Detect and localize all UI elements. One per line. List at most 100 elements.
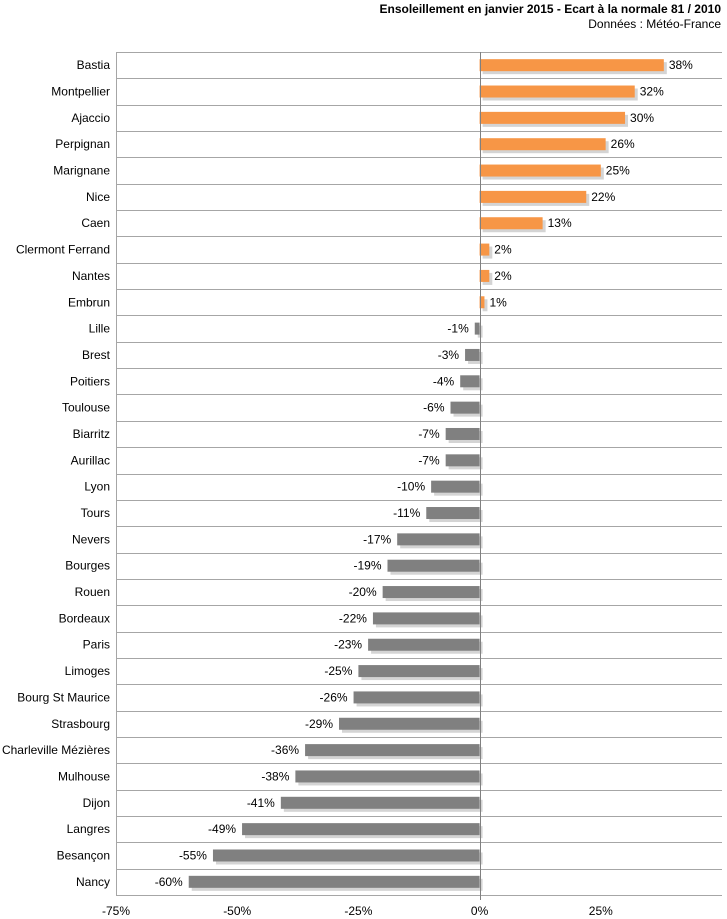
chart-header: Ensoleillement en janvier 2015 - Ecart à…: [379, 2, 721, 32]
category-label: Lille: [89, 322, 111, 336]
bar-brest: [465, 348, 480, 361]
value-label: 22%: [591, 190, 615, 204]
category-label: Caen: [81, 216, 110, 230]
bars-layer: [188, 59, 667, 891]
bar-toulouse: [450, 401, 480, 414]
bar-paris: [368, 638, 480, 651]
value-label: -23%: [334, 638, 362, 652]
bar-marignane: [479, 164, 601, 177]
category-label: Clermont Ferrand: [16, 243, 110, 257]
value-label: -3%: [438, 348, 460, 362]
bar-limoges: [358, 665, 480, 678]
category-label: Bastia: [77, 58, 111, 72]
category-label: Rouen: [75, 585, 110, 599]
bar-bourges: [387, 559, 480, 572]
bar-langres: [242, 823, 480, 836]
category-label: Nevers: [72, 532, 110, 546]
value-label: -4%: [433, 374, 455, 388]
bar-nantes: [479, 269, 490, 282]
x-tick-label: -50%: [223, 904, 251, 918]
bar-bordeaux: [372, 612, 480, 625]
bar-lille: [474, 322, 480, 335]
value-label: -29%: [305, 717, 333, 731]
value-label: -41%: [247, 796, 275, 810]
category-label: Limoges: [65, 664, 110, 678]
x-tick-label: 0%: [471, 904, 489, 918]
bar-mulhouse: [295, 770, 480, 783]
category-label: Charleville Mézières: [2, 743, 110, 757]
bar-biarritz: [445, 427, 480, 440]
chart-source: Données : Météo-France: [588, 17, 721, 31]
bar-nevers: [397, 533, 480, 546]
category-label: Poitiers: [70, 374, 110, 388]
category-label: Bourges: [65, 559, 110, 573]
category-label: Lyon: [84, 480, 110, 494]
x-tick-label: -75%: [102, 904, 130, 918]
bar-perpignan: [479, 138, 606, 151]
bar-bourg-st-maurice: [353, 691, 480, 704]
category-label: Aurillac: [71, 453, 110, 467]
category-label: Strasbourg: [51, 717, 110, 731]
value-label: 13%: [548, 216, 572, 230]
value-label: -7%: [418, 453, 440, 467]
value-label: -26%: [320, 690, 348, 704]
category-label: Ajaccio: [71, 111, 110, 125]
bar-clermont-ferrand: [479, 243, 490, 256]
value-label: -1%: [447, 322, 469, 336]
value-label: -60%: [155, 875, 183, 889]
value-label: -22%: [339, 611, 367, 625]
category-label: Besançon: [57, 848, 110, 862]
bar-rouen: [382, 586, 480, 599]
bar-tours: [426, 507, 480, 520]
value-label: -49%: [208, 822, 236, 836]
bar-nice: [479, 190, 587, 203]
value-label: -17%: [363, 532, 391, 546]
category-label: Nancy: [76, 875, 110, 889]
value-label: 2%: [494, 269, 512, 283]
category-label: Bourg St Maurice: [17, 690, 110, 704]
bar-embrun: [479, 296, 485, 309]
value-label: 25%: [606, 164, 630, 178]
value-label: -19%: [353, 559, 381, 573]
axis-layer: -75% -50% -25% 0% 25%: [102, 52, 613, 918]
value-label: 38%: [669, 58, 693, 72]
bar-strasbourg: [339, 717, 480, 730]
value-label: 32%: [640, 85, 664, 99]
bar-ajaccio: [479, 111, 626, 124]
value-label: 1%: [489, 295, 507, 309]
value-label: -7%: [418, 427, 440, 441]
value-label: 26%: [611, 137, 635, 151]
category-label: Mulhouse: [58, 769, 110, 783]
value-label: -25%: [324, 664, 352, 678]
value-label: 30%: [630, 111, 654, 125]
value-label: -20%: [349, 585, 377, 599]
value-label: 2%: [494, 243, 512, 257]
category-label: Tours: [81, 506, 110, 520]
value-label: -6%: [423, 401, 445, 415]
x-tick-label: 25%: [589, 904, 613, 918]
bar-montpellier: [479, 85, 635, 98]
bar-aurillac: [445, 454, 480, 467]
category-label: Embrun: [68, 295, 110, 309]
category-label: Marignane: [53, 164, 110, 178]
grid-layer: [116, 52, 722, 896]
value-label: -55%: [179, 848, 207, 862]
category-label: Brest: [82, 348, 111, 362]
category-label: Biarritz: [73, 427, 110, 441]
bar-caen: [479, 217, 543, 230]
bar-charleville-m-zi-res: [305, 744, 480, 757]
category-label: Bordeaux: [59, 611, 110, 625]
category-label: Montpellier: [51, 85, 110, 99]
value-label: -38%: [261, 769, 289, 783]
bar-bastia: [479, 59, 664, 72]
value-label: -36%: [271, 743, 299, 757]
bar-besan-on: [212, 849, 480, 862]
value-label: -10%: [397, 480, 425, 494]
category-label: Nantes: [72, 269, 110, 283]
category-label: Dijon: [83, 796, 110, 810]
bar-lyon: [431, 480, 480, 493]
bar-nancy: [188, 875, 480, 888]
value-label: -11%: [393, 506, 420, 520]
category-label: Paris: [83, 638, 110, 652]
